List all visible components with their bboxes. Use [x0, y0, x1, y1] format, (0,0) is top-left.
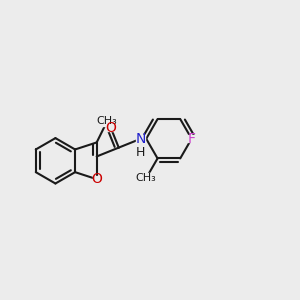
Text: O: O [105, 121, 116, 135]
Bar [136, 148, 144, 156]
Text: CH₃: CH₃ [97, 116, 118, 126]
Bar [136, 135, 146, 143]
Text: N: N [136, 132, 146, 146]
Text: O: O [91, 172, 102, 186]
Bar [188, 135, 195, 142]
Bar [93, 176, 101, 183]
Text: H: H [136, 146, 145, 159]
Bar [107, 124, 114, 131]
Bar [100, 116, 114, 126]
Bar [139, 173, 153, 183]
Text: CH₃: CH₃ [136, 173, 157, 183]
Text: F: F [188, 132, 196, 146]
